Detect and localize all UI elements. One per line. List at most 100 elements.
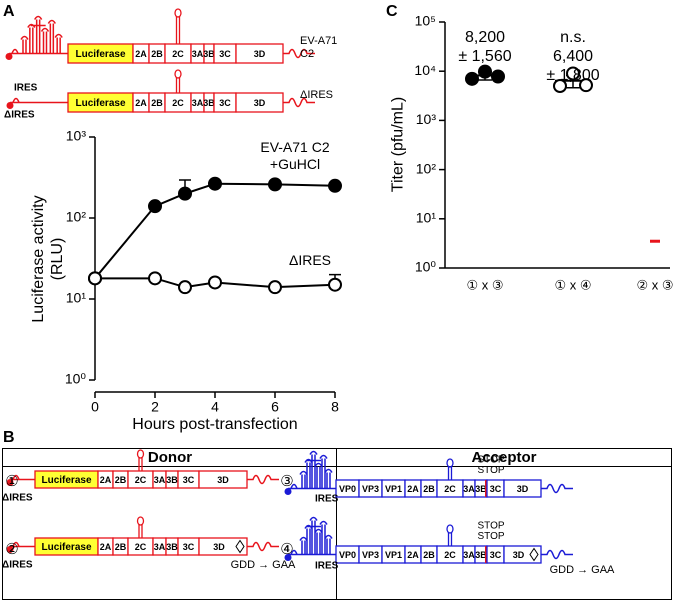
ires-stem	[299, 536, 308, 555]
cre-loop	[447, 466, 453, 480]
cre-loop	[175, 16, 181, 44]
data-point	[328, 277, 342, 292]
ires-stem	[324, 468, 333, 489]
cre-loop	[174, 8, 182, 18]
ires-stem	[314, 462, 323, 489]
gene-label: 3C	[183, 475, 195, 485]
cloverleaf	[12, 541, 20, 547]
data-point	[148, 199, 162, 214]
cre-loop	[446, 524, 454, 534]
y-tick-label: 10⁰	[65, 371, 87, 387]
cloverleaf	[284, 488, 292, 495]
cre-loop	[138, 457, 143, 471]
data-point	[465, 71, 479, 86]
data-point	[178, 186, 192, 201]
cloverleaf	[284, 554, 292, 561]
gene-label: 3C	[490, 484, 502, 494]
stop-label: STOP	[477, 521, 504, 532]
x-tick-label: 2	[151, 399, 159, 415]
gene-label: 2C	[135, 542, 147, 552]
construct-number: ①	[5, 473, 18, 490]
y-tick-label: 10¹	[66, 290, 87, 306]
ires-stem	[54, 33, 63, 54]
annotation: ± 1,560	[458, 48, 511, 65]
ires-stem	[309, 516, 318, 555]
gene-label: 2A	[100, 542, 112, 552]
cloverleaf	[6, 479, 14, 486]
ires-stem	[314, 528, 323, 555]
y-axis-label: Luciferase activity (RLU)	[30, 194, 66, 323]
construct-number: ④	[280, 541, 293, 558]
gene-label: 3B	[475, 550, 487, 560]
gene-label: 2A	[135, 49, 147, 59]
gdd-mutation-mark	[235, 539, 245, 554]
table-header: Donor	[148, 449, 192, 466]
annotation: n.s.	[560, 29, 586, 46]
series-line	[95, 277, 336, 289]
gene-label: 3C	[183, 542, 195, 552]
gene-label: 2A	[407, 550, 419, 560]
construct-number: ②	[5, 541, 18, 558]
y-tick-label: 10²	[416, 160, 437, 176]
cloverleaf	[6, 546, 14, 553]
three-prime-label: ΔIRES	[300, 89, 334, 101]
gene-label: 3C	[490, 550, 502, 560]
cloverleaf	[12, 97, 20, 103]
construct-number: ③	[280, 473, 293, 490]
cloverleaf	[5, 53, 13, 60]
data-point	[208, 275, 222, 290]
gene-label: VP3	[362, 484, 379, 494]
data-point	[148, 271, 162, 286]
x-tick-label: ① x ③	[466, 277, 503, 292]
gene-label: 2B	[151, 49, 163, 59]
gene-label: 3B	[475, 484, 487, 494]
ires-stem	[309, 450, 318, 489]
gene-label: Luciferase	[75, 49, 125, 60]
gene-label: VP3	[362, 550, 379, 560]
gene-label: 3D	[217, 475, 229, 485]
gene-label: 3A	[154, 475, 166, 485]
gene-label: 3D	[254, 98, 266, 108]
rna-3-end	[541, 549, 573, 560]
five-prime-label: ΔIRES	[2, 560, 33, 571]
gene-label: 2C	[135, 475, 147, 485]
gene-label: 2A	[135, 98, 147, 108]
data-point	[566, 66, 580, 81]
annotation: ± 1,800	[546, 67, 599, 84]
gene-label: Luciferase	[41, 542, 91, 553]
data-point	[268, 177, 282, 192]
y-axis-label: Titer (pfu/mL)	[389, 96, 407, 193]
gene-label: 2C	[172, 98, 184, 108]
gene-label: 3C	[219, 98, 231, 108]
annotation: 6,400	[553, 48, 593, 65]
y-tick-label: 10⁴	[414, 62, 436, 78]
panel-label: A	[3, 3, 15, 20]
gene-label: 2B	[151, 98, 163, 108]
gene-label: Luciferase	[75, 98, 125, 109]
panel-label: C	[386, 3, 398, 20]
gene-label: 2B	[423, 484, 435, 494]
gene-label: 3D	[254, 49, 266, 59]
data-point	[88, 271, 102, 286]
rna-3-end	[247, 474, 279, 485]
stop-label: STOP	[477, 531, 504, 542]
gene-label: VP1	[385, 484, 402, 494]
gene-label: 2B	[423, 550, 435, 560]
gene-label: 2B	[115, 475, 127, 485]
gene-label: 2A	[100, 475, 112, 485]
ires-stem	[20, 35, 29, 54]
five-prime-label: ΔIRES	[2, 493, 33, 504]
y-tick-label: 10⁰	[415, 259, 437, 275]
data-point	[478, 64, 492, 79]
ires-stem	[27, 23, 36, 54]
x-tick-label: 8	[331, 399, 339, 415]
data-point	[553, 79, 567, 94]
y-tick-label: 10³	[416, 111, 437, 127]
data-point	[579, 78, 593, 93]
rna-3-end	[283, 48, 315, 59]
cre-loop	[174, 69, 182, 79]
mutation-label: GDD → GAA	[550, 564, 615, 576]
gene-label: 2B	[115, 542, 127, 552]
y-tick-label: 10³	[66, 128, 87, 144]
